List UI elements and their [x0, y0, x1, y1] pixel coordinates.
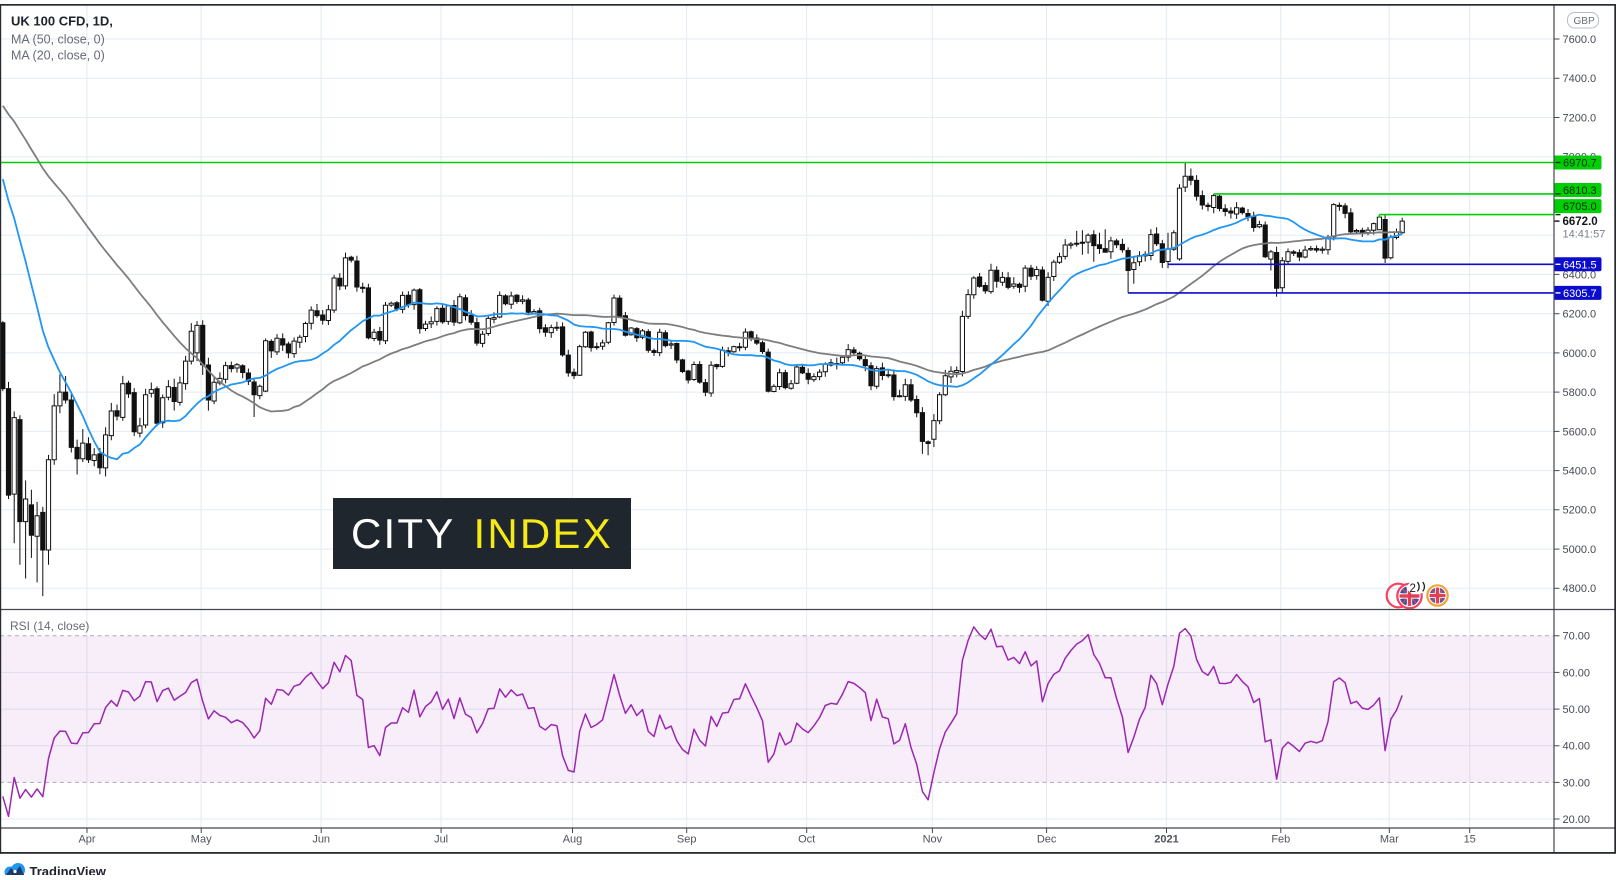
svg-text:Sep: Sep — [677, 834, 697, 846]
svg-text:Feb: Feb — [1271, 834, 1290, 846]
svg-text:50.00: 50.00 — [1563, 704, 1591, 716]
svg-text:GBP: GBP — [1574, 16, 1595, 27]
svg-text:7400.0: 7400.0 — [1563, 73, 1597, 85]
svg-text:70.00: 70.00 — [1563, 631, 1591, 643]
svg-text:6451.5: 6451.5 — [1563, 259, 1597, 271]
svg-text:UK 100 CFD, 1D,: UK 100 CFD, 1D, — [11, 14, 113, 29]
svg-text:Mar: Mar — [1380, 834, 1399, 846]
svg-text:6810.3: 6810.3 — [1563, 185, 1597, 197]
svg-text:6672.0: 6672.0 — [1563, 216, 1598, 228]
svg-text:5400.0: 5400.0 — [1563, 466, 1597, 478]
svg-text:60.00: 60.00 — [1563, 667, 1591, 679]
svg-text:6000.0: 6000.0 — [1563, 348, 1597, 360]
svg-text:14:41:57: 14:41:57 — [1563, 229, 1606, 241]
svg-text:4800.0: 4800.0 — [1563, 583, 1597, 595]
svg-text:Nov: Nov — [923, 834, 943, 846]
svg-text:5200.0: 5200.0 — [1563, 505, 1597, 517]
svg-text:6705.0: 6705.0 — [1563, 201, 1597, 213]
svg-text:Oct: Oct — [798, 834, 815, 846]
svg-text:Aug: Aug — [563, 834, 583, 846]
svg-text:Apr: Apr — [78, 834, 95, 846]
svg-text:6970.7: 6970.7 — [1563, 158, 1597, 170]
svg-text:RSI (14, close): RSI (14, close) — [10, 619, 89, 633]
svg-text:6200.0: 6200.0 — [1563, 309, 1597, 321]
svg-text:7200.0: 7200.0 — [1563, 112, 1597, 124]
svg-text:Jun: Jun — [312, 834, 330, 846]
svg-text:Dec: Dec — [1037, 834, 1057, 846]
svg-text:2021: 2021 — [1154, 834, 1178, 846]
svg-text:5800.0: 5800.0 — [1563, 387, 1597, 399]
svg-text:5600.0: 5600.0 — [1563, 426, 1597, 438]
svg-text:May: May — [191, 834, 212, 846]
svg-text:5000.0: 5000.0 — [1563, 544, 1597, 556]
svg-text:TradingView: TradingView — [30, 864, 107, 875]
svg-text:7600.0: 7600.0 — [1563, 34, 1597, 46]
svg-text:20.00: 20.00 — [1563, 814, 1591, 826]
svg-text:2: 2 — [1410, 583, 1416, 595]
svg-text:MA (50, close, 0): MA (50, close, 0) — [11, 33, 105, 47]
svg-text:MA (20, close, 0): MA (20, close, 0) — [11, 49, 105, 63]
svg-text:40.00: 40.00 — [1563, 741, 1591, 753]
svg-text:6400.0: 6400.0 — [1563, 269, 1597, 281]
svg-text:30.00: 30.00 — [1563, 777, 1591, 789]
svg-text:6305.7: 6305.7 — [1563, 288, 1597, 300]
svg-text:15: 15 — [1464, 834, 1476, 846]
svg-text:Jul: Jul — [434, 834, 448, 846]
